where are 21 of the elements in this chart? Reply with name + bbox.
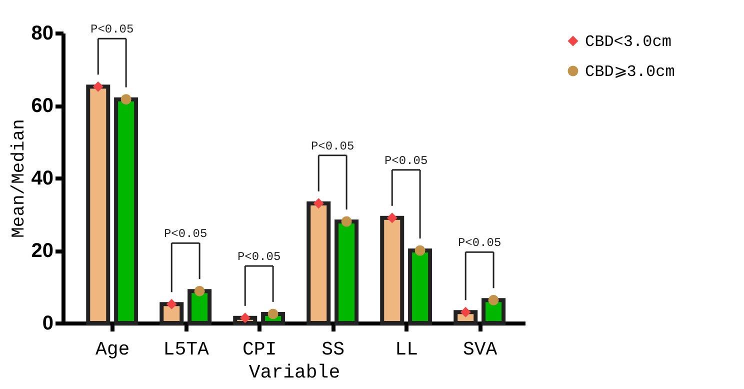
annotation: P<0.05 — [164, 227, 208, 242]
x-tick-label: SS — [322, 338, 344, 360]
x-tick-label: CPI — [242, 338, 277, 360]
y-tick-label: 20 — [31, 240, 54, 262]
x-tick-label: Age — [95, 338, 130, 360]
x-tick-label: L5TA — [163, 338, 210, 360]
annotation: P<0.05 — [237, 250, 281, 264]
y-axis-title: Mean/Median — [9, 119, 30, 238]
legend-label: CBD<3.0cm — [585, 33, 672, 51]
y-tick-label: 80 — [31, 22, 54, 44]
y-tick-label: 0 — [42, 312, 54, 334]
y-tick-label: 60 — [31, 95, 54, 117]
annotation: P<0.05 — [384, 154, 428, 168]
x-tick-label: LL — [395, 338, 418, 360]
annotation: P<0.05 — [458, 236, 502, 250]
annotation: P<0.05 — [90, 22, 134, 37]
y-tick-label: 40 — [31, 168, 54, 190]
annotation: P<0.05 — [310, 139, 354, 154]
legend-label: CBD⩾3.0cm — [585, 63, 675, 81]
x-tick-label: SVA — [462, 338, 498, 360]
x-axis-title: Variable — [248, 362, 340, 384]
